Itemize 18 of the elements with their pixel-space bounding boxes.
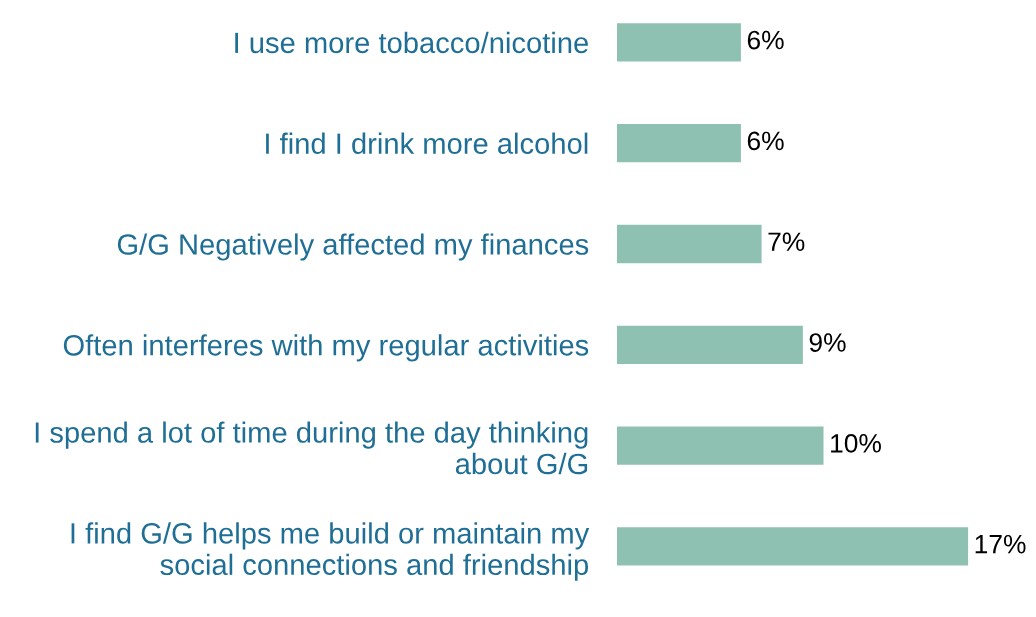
bar	[617, 124, 741, 163]
data-label: 7%	[768, 232, 805, 251]
data-label: 6%	[747, 131, 784, 151]
y-tick-label: I find G/G helps me build or maintain my social connections and friendship	[71, 522, 590, 581]
y-tick-label: G/G Negatively affected my finances	[117, 233, 589, 261]
bar	[617, 527, 969, 566]
data-label: 9%	[809, 333, 846, 352]
bar	[617, 325, 803, 364]
y-tick-label: Often interferes with my regular activities	[63, 334, 589, 362]
y-tick-label: I find I drink more alcohol	[266, 132, 588, 155]
data-label: 6%	[747, 30, 784, 50]
y-tick-label: I use more tobacco/nicotine	[235, 31, 588, 54]
y-tick-label: I spend a lot of time during the day thinking about G/G	[35, 421, 588, 475]
data-label: 10%	[831, 434, 881, 453]
bar	[617, 224, 762, 264]
bar	[617, 426, 824, 465]
data-label: 17%	[975, 534, 1026, 554]
bar	[617, 23, 741, 62]
